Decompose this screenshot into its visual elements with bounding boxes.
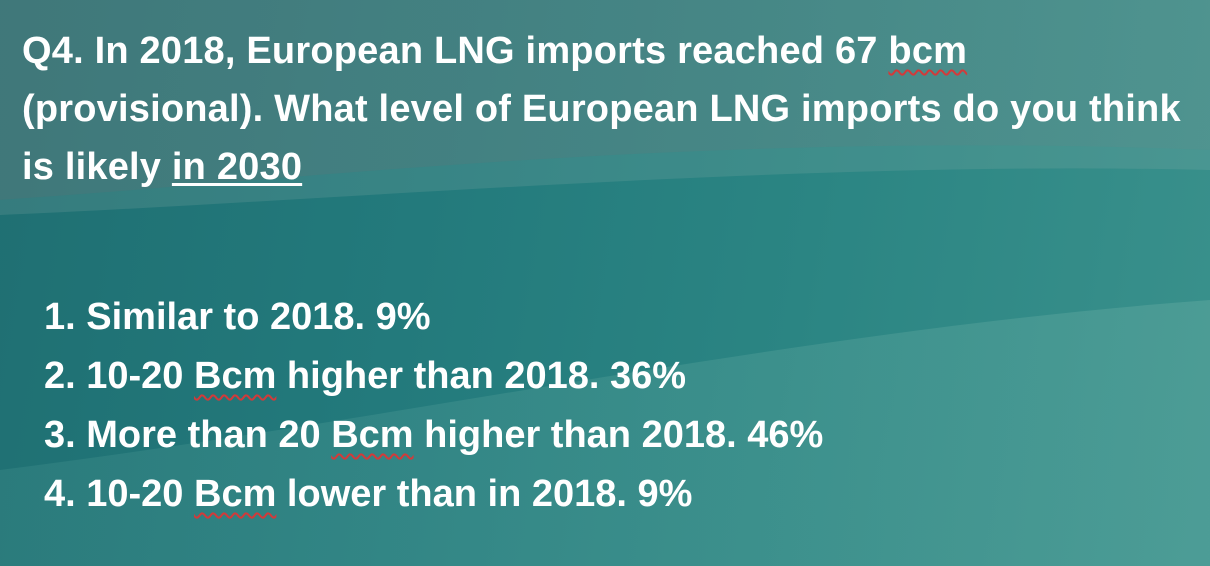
option-text: higher than 2018. 36%: [276, 355, 687, 397]
option-3: 3. More than 20 Bcm higher than 2018. 46…: [44, 406, 823, 465]
option-unit: Bcm: [194, 355, 277, 397]
question-year: in 2030: [171, 146, 303, 188]
question-part-1: Q4. In 2018, European LNG imports reache…: [22, 30, 889, 72]
question-unit: bcm: [888, 30, 968, 72]
option-unit: Bcm: [331, 414, 414, 456]
option-unit: Bcm: [194, 473, 277, 515]
option-text: higher than 2018. 46%: [413, 414, 824, 456]
question-part-3: (provisional). What level of European LN…: [22, 88, 1181, 188]
option-text: 1. Similar to 2018. 9%: [44, 296, 431, 338]
answer-options: 1. Similar to 2018. 9% 2. 10-20 Bcm high…: [44, 288, 823, 524]
option-4: 4. 10-20 Bcm lower than in 2018. 9%: [44, 465, 823, 524]
option-text: 3. More than 20: [44, 414, 332, 456]
option-text: 4. 10-20: [44, 473, 194, 515]
option-2: 2. 10-20 Bcm higher than 2018. 36%: [44, 347, 823, 406]
option-1: 1. Similar to 2018. 9%: [44, 288, 823, 347]
option-text: lower than in 2018. 9%: [276, 473, 693, 515]
option-text: 2. 10-20: [44, 355, 194, 397]
question-text: Q4. In 2018, European LNG imports reache…: [22, 22, 1192, 196]
